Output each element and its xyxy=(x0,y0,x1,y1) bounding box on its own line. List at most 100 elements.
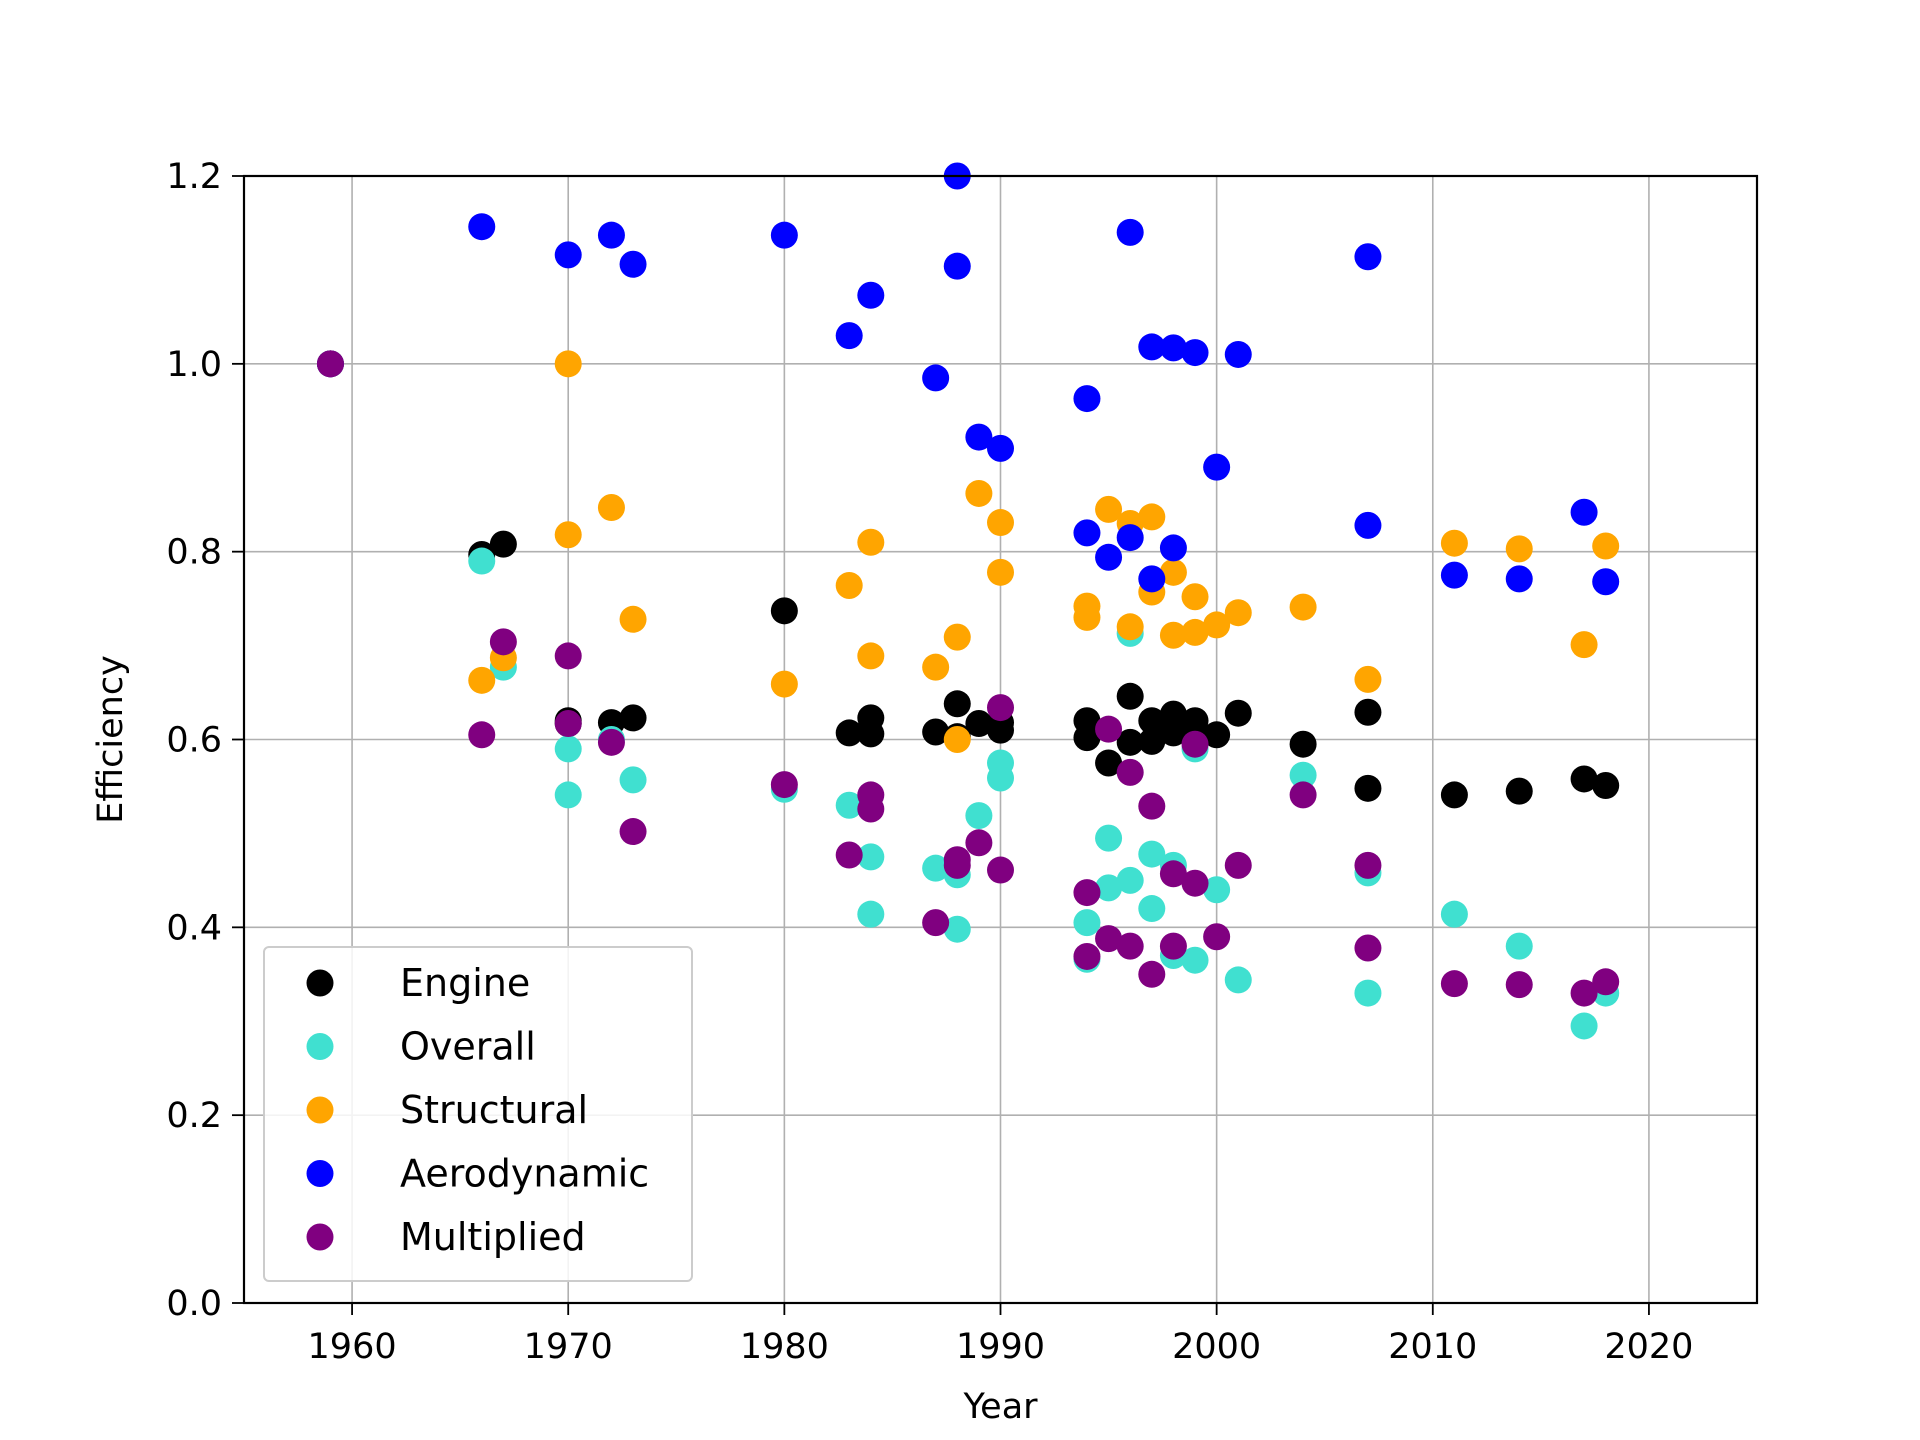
data-point-aerodynamic xyxy=(1095,543,1123,571)
data-point-overall xyxy=(943,915,971,943)
data-point-aerodynamic xyxy=(554,241,582,269)
data-point-overall xyxy=(965,802,993,830)
data-point-multiplied xyxy=(770,771,798,799)
data-point-engine xyxy=(1354,698,1382,726)
data-point-aerodynamic xyxy=(1181,339,1209,367)
data-point-aerodynamic xyxy=(1116,524,1144,552)
data-point-aerodynamic xyxy=(1440,561,1468,589)
x-tick-label: 2020 xyxy=(1604,1327,1693,1367)
data-point-aerodynamic xyxy=(1138,565,1166,593)
data-point-structural xyxy=(1224,599,1252,627)
data-point-multiplied xyxy=(1354,851,1382,879)
data-point-engine xyxy=(857,720,885,748)
data-point-aerodynamic xyxy=(468,213,496,241)
data-point-overall xyxy=(1073,909,1101,937)
data-point-multiplied xyxy=(1181,869,1209,897)
data-point-engine xyxy=(1138,727,1166,755)
data-point-structural xyxy=(1440,529,1468,557)
y-tick-label: 0.0 xyxy=(166,1284,222,1324)
data-point-multiplied xyxy=(1138,960,1166,988)
data-point-engine xyxy=(619,704,647,732)
series-overall xyxy=(316,350,1620,1040)
data-point-multiplied xyxy=(1073,879,1101,907)
data-point-engine xyxy=(1138,707,1166,735)
legend-label-overall: Overall xyxy=(400,1025,536,1069)
data-point-multiplied xyxy=(1116,758,1144,786)
data-point-multiplied xyxy=(489,628,517,656)
y-tick-label: 0.6 xyxy=(166,721,222,761)
data-point-structural xyxy=(1354,665,1382,693)
data-point-engine xyxy=(1159,719,1187,747)
data-point-structural xyxy=(1095,495,1123,523)
data-point-multiplied xyxy=(1073,942,1101,970)
data-point-multiplied xyxy=(554,710,582,738)
data-point-engine xyxy=(1116,728,1144,756)
data-point-multiplied xyxy=(1138,792,1166,820)
data-point-structural xyxy=(1116,613,1144,641)
x-tick-label: 1970 xyxy=(524,1327,613,1367)
data-point-structural xyxy=(1073,603,1101,631)
data-point-engine xyxy=(1289,730,1317,758)
data-point-structural xyxy=(1289,593,1317,621)
data-point-structural xyxy=(965,479,993,507)
data-point-multiplied xyxy=(1095,715,1123,743)
data-point-structural xyxy=(1181,583,1209,611)
data-point-aerodynamic xyxy=(1354,511,1382,539)
x-tick-label: 1960 xyxy=(308,1327,397,1367)
data-point-aerodynamic xyxy=(1203,453,1231,481)
data-point-aerodynamic xyxy=(770,221,798,249)
series-multiplied xyxy=(316,350,1620,1007)
data-point-structural xyxy=(987,509,1014,537)
data-point-aerodynamic xyxy=(965,423,993,451)
data-point-overall xyxy=(857,900,885,928)
data-point-structural xyxy=(835,571,863,599)
x-axis-label: Year xyxy=(962,1387,1038,1427)
legend-label-structural: Structural xyxy=(400,1088,588,1132)
data-point-overall xyxy=(1095,824,1123,852)
data-point-multiplied xyxy=(835,841,863,869)
data-point-multiplied xyxy=(1440,970,1468,998)
data-point-structural xyxy=(857,642,885,670)
data-point-overall xyxy=(1095,874,1123,902)
data-point-multiplied xyxy=(965,829,993,857)
data-point-aerodynamic xyxy=(987,434,1014,462)
x-tick-label: 1990 xyxy=(956,1327,1045,1367)
data-point-structural xyxy=(554,521,582,549)
data-point-engine xyxy=(922,718,950,746)
data-point-engine xyxy=(1159,700,1187,728)
data-point-aerodynamic xyxy=(1570,498,1598,526)
data-point-aerodynamic xyxy=(1073,519,1101,547)
data-point-structural xyxy=(770,670,798,698)
data-point-multiplied xyxy=(1505,971,1533,999)
data-point-structural xyxy=(1159,621,1187,649)
data-point-structural xyxy=(597,494,625,522)
data-point-multiplied xyxy=(316,350,344,378)
data-point-engine xyxy=(1440,781,1468,809)
data-point-multiplied xyxy=(1116,932,1144,960)
data-point-aerodynamic xyxy=(1354,243,1382,271)
data-points xyxy=(316,162,1620,1040)
data-point-aerodynamic xyxy=(1138,333,1166,361)
legend-marker-aerodynamic xyxy=(306,1160,334,1187)
data-point-engine xyxy=(489,530,517,558)
data-point-engine xyxy=(1116,682,1144,710)
data-point-aerodynamic xyxy=(597,221,625,249)
data-point-overall xyxy=(554,781,582,809)
data-point-structural xyxy=(1570,631,1598,659)
data-point-multiplied xyxy=(987,856,1014,884)
y-tick-label: 1.2 xyxy=(166,157,222,197)
data-point-structural xyxy=(987,558,1014,586)
data-point-engine xyxy=(1505,777,1533,805)
data-point-structural xyxy=(1181,618,1209,646)
series-aerodynamic xyxy=(316,162,1620,596)
data-point-engine xyxy=(1570,765,1598,793)
data-point-multiplied xyxy=(1592,968,1620,996)
data-point-aerodynamic xyxy=(1073,385,1101,413)
data-point-overall xyxy=(857,843,885,871)
legend-box xyxy=(263,946,693,1282)
y-tick-label: 0.4 xyxy=(166,908,222,948)
data-point-engine xyxy=(1095,749,1123,777)
data-point-overall xyxy=(1224,966,1252,994)
data-point-multiplied xyxy=(1570,979,1598,1007)
